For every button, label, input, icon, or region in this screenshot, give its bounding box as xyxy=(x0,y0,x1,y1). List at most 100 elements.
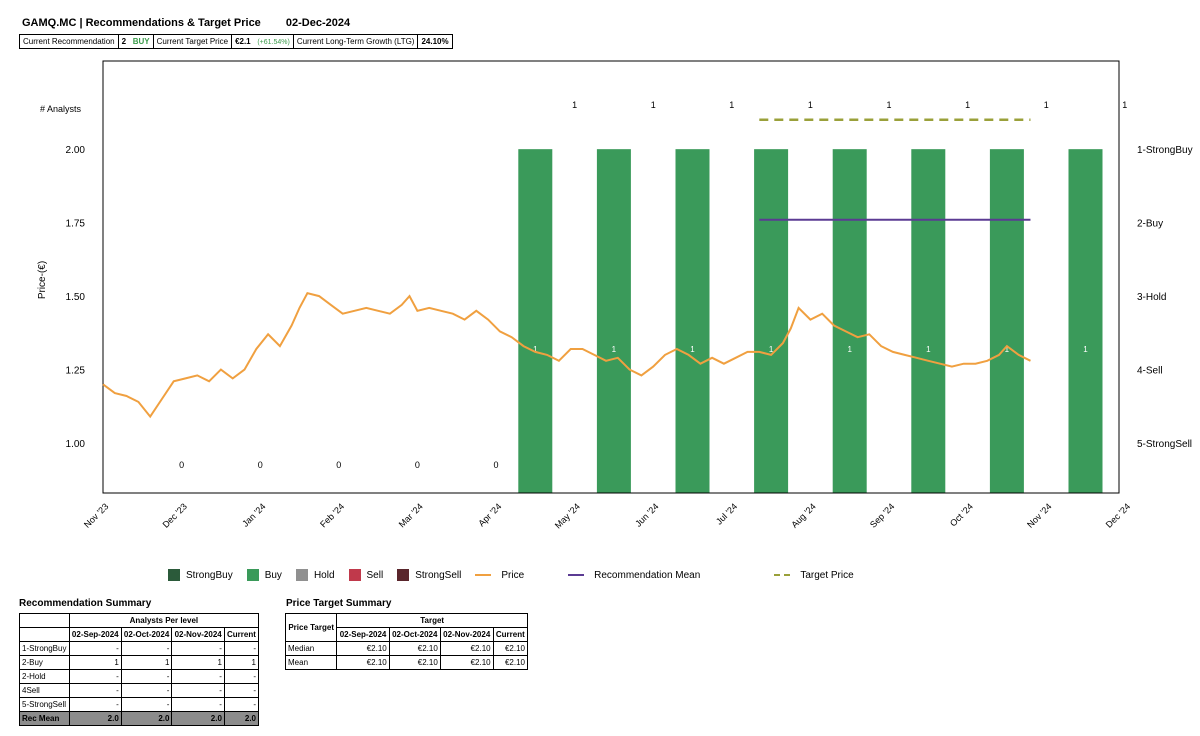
rec-row-label: 5-StrongSell xyxy=(19,697,70,712)
rec-mean-label: Rec Mean xyxy=(19,711,70,726)
rec-table-corner xyxy=(19,613,70,628)
legend-label: Recommendation Mean xyxy=(594,569,701,581)
legend-swatch xyxy=(475,574,492,576)
rec-row-label: 2-Buy xyxy=(19,655,70,670)
x-tick-label: Dec '24 xyxy=(1104,501,1132,529)
y-tick-label: 1.00 xyxy=(66,439,86,450)
ltg-value: 24.10% xyxy=(417,34,453,49)
table-row: Mean €2.10 €2.10 €2.10 €2.10 xyxy=(284,655,529,670)
analyst-count-label: 1 xyxy=(729,100,734,110)
report-date: 02-Dec-2024 xyxy=(285,17,351,29)
rec-cell: 1 xyxy=(171,655,225,670)
pt-summary-table: Price Target Target 02-Sep-2024 02-Oct-20… xyxy=(284,613,529,670)
rec-table-column-header: Current xyxy=(223,627,260,642)
bar-label: 1 xyxy=(1083,345,1088,354)
bar-aug24 xyxy=(832,149,867,493)
rec-cell: - xyxy=(68,697,122,712)
rec-cell: - xyxy=(171,683,225,698)
rec-summary-title: Recommendation Summary xyxy=(19,598,152,609)
plot-frame xyxy=(102,60,1120,494)
analyst-count-label: 0 xyxy=(336,460,341,470)
pt-row-label: Median xyxy=(284,641,338,656)
x-tick-label: Sep '24 xyxy=(868,501,896,529)
x-tick-label: Oct '24 xyxy=(948,501,975,528)
target-price-change: (+61.54%) xyxy=(257,39,290,46)
table-row: Median €2.10 €2.10 €2.10 €2.10 xyxy=(284,641,529,656)
analyst-count-label: 0 xyxy=(415,460,420,470)
pt-cell: €2.10 xyxy=(336,655,390,670)
rec-mean-cell: 2.0 xyxy=(223,711,260,726)
rec-cell: - xyxy=(223,641,260,656)
rec-table-column-header: 02-Nov-2024 xyxy=(171,627,225,642)
rec-table-corner-2 xyxy=(19,627,70,642)
bar-label: 1 xyxy=(926,345,931,354)
table-row: 4Sell - - - - xyxy=(19,683,260,698)
report-header: GAMQ.MC | Recommendations & Target Price… xyxy=(22,17,350,29)
legend-swatch xyxy=(348,569,361,581)
pt-cell: €2.10 xyxy=(388,655,441,670)
pt-table-group-header: Target xyxy=(336,613,528,628)
bar-may24 xyxy=(596,149,631,493)
rec-cell: - xyxy=(171,669,225,684)
legend-swatch xyxy=(246,569,259,581)
analyst-count-label: 1 xyxy=(572,100,577,110)
current-target-label: Current Target Price xyxy=(152,34,233,49)
legend-label: Price xyxy=(501,569,525,581)
x-tick-label: May '24 xyxy=(553,501,582,530)
pt-cell: €2.10 xyxy=(388,641,441,656)
analyst-count-label: 1 xyxy=(886,100,891,110)
legend-item: StrongSell xyxy=(397,569,461,581)
legend-label: Sell xyxy=(366,569,384,581)
recommendation-text: BUY xyxy=(132,37,150,46)
x-tick-label: Dec '23 xyxy=(161,501,189,529)
rec-cell: 1 xyxy=(120,655,173,670)
rec-cell: - xyxy=(68,641,122,656)
pt-table-column-header: 02-Nov-2024 xyxy=(439,627,494,642)
legend-item: Target Price xyxy=(774,570,854,581)
x-tick-label: Jan '24 xyxy=(240,501,267,528)
legend-label: StrongSell xyxy=(415,569,462,581)
x-tick-label: Apr '24 xyxy=(476,501,503,528)
pt-cell: €2.10 xyxy=(492,655,529,670)
pt-table-row-header: Price Target xyxy=(284,613,338,642)
rec-cell: - xyxy=(120,641,173,656)
legend-item: Sell xyxy=(348,569,384,581)
rec-table-column-header: 02-Oct-2024 xyxy=(120,627,173,642)
y-tick-label: 1.25 xyxy=(66,366,86,377)
rec-cell: - xyxy=(120,697,173,712)
bar-apr24 xyxy=(518,149,553,493)
pt-cell: €2.10 xyxy=(336,641,390,656)
bar-label: 1 xyxy=(612,345,617,354)
y-axis-label: Price-(€) xyxy=(37,261,48,299)
target-price-value: €2.1 xyxy=(235,37,251,46)
chart-legend: StrongBuy Buy Hold Sell StrongSell Price Recom… xyxy=(168,569,868,581)
pt-row-label: Mean xyxy=(284,655,338,670)
rec-table-group-header: Analysts Per level xyxy=(68,613,260,628)
rec-cell: - xyxy=(68,669,122,684)
x-tick-label: Jul '24 xyxy=(714,501,739,526)
current-recommendation-label: Current Recommendation xyxy=(19,34,119,49)
pt-summary-title: Price Target Summary xyxy=(286,598,392,609)
bar-label: 1 xyxy=(533,345,538,354)
rec-table-column-header: 02-Sep-2024 xyxy=(68,627,122,642)
analyst-count-label: 1 xyxy=(808,100,813,110)
legend-item: StrongBuy xyxy=(168,569,233,581)
legend-item: Price xyxy=(475,570,524,581)
legend-swatch xyxy=(774,574,791,576)
rec-cell: - xyxy=(171,641,225,656)
rating-level-label: 2-Buy xyxy=(1137,219,1163,230)
pt-table-column-header: 02-Sep-2024 xyxy=(336,627,390,642)
legend-label: Buy xyxy=(264,569,282,581)
rec-cell: - xyxy=(120,683,173,698)
legend-item: Hold xyxy=(295,569,335,581)
bar-oct24 xyxy=(989,149,1024,493)
table-row: 2-Hold - - - - xyxy=(19,669,260,684)
analyst-count-label: 1 xyxy=(965,100,970,110)
rec-row-label: 1-StrongBuy xyxy=(19,641,70,656)
bar-jun24 xyxy=(675,149,710,493)
analyst-count-label: 0 xyxy=(258,460,263,470)
bar-nov24 xyxy=(1068,149,1103,493)
pt-table-column-header: 02-Oct-2024 xyxy=(388,627,441,642)
legend-label: StrongBuy xyxy=(186,569,233,581)
rec-summary-table: Analysts Per level 02-Sep-2024 02-Oct-202… xyxy=(19,613,260,726)
